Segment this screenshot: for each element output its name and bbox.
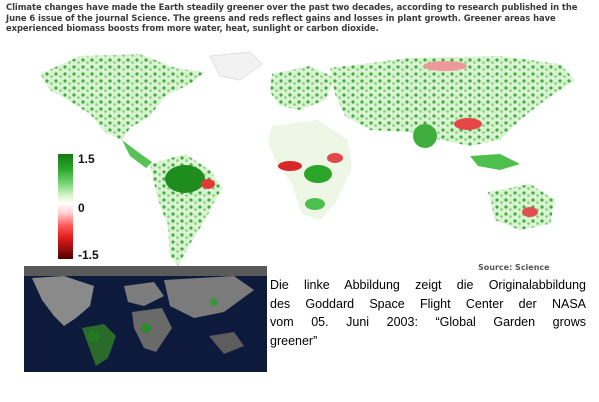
asia-region bbox=[330, 56, 575, 146]
china-red-area bbox=[454, 118, 482, 130]
north-america-region bbox=[40, 54, 205, 140]
europe-region bbox=[270, 66, 335, 110]
southeast-asia-region bbox=[470, 154, 520, 170]
caption-line: vom 05. Juni 2003: “Global Garden grows bbox=[270, 315, 586, 330]
siberia-red-area bbox=[423, 61, 467, 71]
world-vegetation-change-map bbox=[40, 51, 575, 266]
southern-africa-green-area bbox=[305, 198, 325, 210]
india-green-area bbox=[413, 124, 437, 148]
caption-text: Die linke Abbildung zeigt die Originalab… bbox=[270, 276, 586, 350]
color-scale-legend: 1.5 0 -1.5 bbox=[56, 152, 116, 264]
east-africa-red-area bbox=[327, 153, 343, 163]
amazon-green-area bbox=[165, 165, 205, 193]
australia-red-area bbox=[522, 207, 538, 217]
color-scale-bar bbox=[58, 154, 73, 259]
legend-mid-label: 0 bbox=[78, 201, 85, 215]
source-credit: Source: Science bbox=[478, 263, 550, 272]
map-header-text: Climate changes have made the Earth stea… bbox=[6, 2, 578, 34]
central-america-region bbox=[122, 140, 152, 168]
legend-max-label: 1.5 bbox=[78, 152, 95, 166]
australia-region bbox=[488, 184, 555, 230]
caption-line: des Goddard Space Flight Center der NASA bbox=[270, 296, 586, 311]
legend-min-label: -1.5 bbox=[78, 248, 99, 262]
west-africa-red-area bbox=[278, 161, 302, 171]
nasa-original-map-thumbnail bbox=[24, 266, 267, 372]
greenland-region bbox=[209, 51, 263, 81]
central-africa-green-area bbox=[304, 165, 332, 183]
caption-line: greener” bbox=[270, 333, 318, 348]
brazil-red-area bbox=[201, 179, 215, 189]
caption-line: Die linke Abbildung zeigt die Originalab… bbox=[270, 278, 586, 292]
